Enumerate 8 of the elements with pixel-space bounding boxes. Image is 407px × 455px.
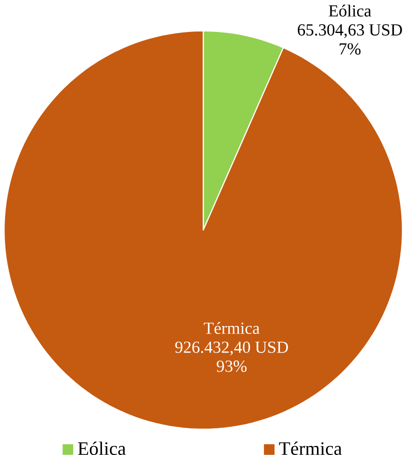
slice-label: Térmica [204, 322, 260, 334]
slice-label: Eólica [328, 4, 372, 17]
data-label: 65.304,63 USD [298, 24, 402, 38]
slice-label: Térmica [278, 442, 342, 455]
data-label: 926.432,40 USD [175, 342, 288, 356]
text: 7% [340, 43, 360, 55]
text: 93% [216, 360, 246, 372]
legend-label: Eólica [78, 442, 126, 455]
